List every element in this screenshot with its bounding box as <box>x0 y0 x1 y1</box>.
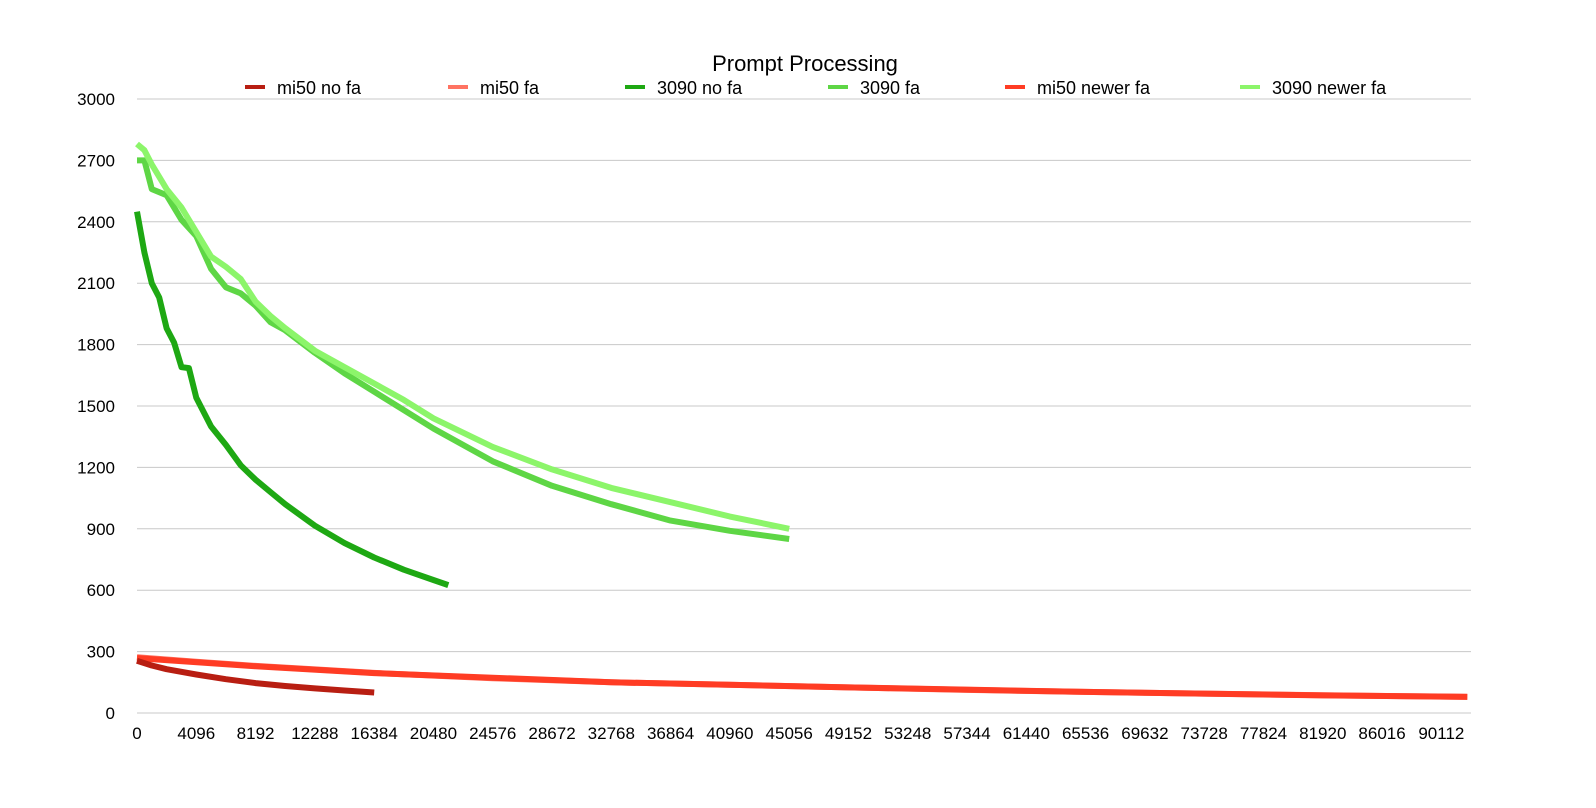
x-tick-label: 16384 <box>351 724 398 743</box>
x-tick-label: 61440 <box>1003 724 1050 743</box>
legend-label: mi50 newer fa <box>1037 78 1151 98</box>
legend: mi50 no fa mi50 fa 3090 no fa 3090 fa mi50 n… <box>245 78 1387 98</box>
y-tick-label: 2100 <box>77 274 115 293</box>
legend-item-mi50-fa: mi50 fa <box>448 78 540 98</box>
x-tick-label: 40960 <box>706 724 753 743</box>
x-tick-label: 65536 <box>1062 724 1109 743</box>
y-tick-label: 2400 <box>77 213 115 232</box>
legend-item-mi50-no-fa: mi50 no fa <box>245 78 362 98</box>
legend-item-3090-newer-fa: 3090 newer fa <box>1240 78 1387 98</box>
legend-label: 3090 no fa <box>657 78 743 98</box>
x-tick-label: 73728 <box>1181 724 1228 743</box>
series-line-3090-no-fa <box>134 211 450 588</box>
x-tick-label: 8192 <box>237 724 275 743</box>
legend-label: 3090 fa <box>860 78 921 98</box>
x-tick-label: 4096 <box>177 724 215 743</box>
y-tick-label: 900 <box>87 520 115 539</box>
legend-label: 3090 newer fa <box>1272 78 1387 98</box>
legend-label: mi50 no fa <box>277 78 362 98</box>
x-tick-label: 69632 <box>1121 724 1168 743</box>
y-tick-label: 300 <box>87 643 115 662</box>
x-tick-label: 90112 <box>1418 724 1464 743</box>
x-tick-label: 0 <box>132 724 141 743</box>
y-tick-label: 3000 <box>77 90 115 109</box>
series-line-mi50-newer-fa <box>136 655 1468 700</box>
x-tick-label: 20480 <box>410 724 457 743</box>
x-tick-label: 24576 <box>469 724 516 743</box>
x-tick-label: 28672 <box>528 724 575 743</box>
gridlines <box>137 98 1471 714</box>
legend-item-3090-fa: 3090 fa <box>828 78 921 98</box>
y-tick-label: 0 <box>106 704 115 723</box>
x-tick-label: 57344 <box>943 724 990 743</box>
chart-title: Prompt Processing <box>712 51 898 76</box>
series-line-3090-newer-fa <box>135 141 790 532</box>
y-tick-label: 1500 <box>77 397 115 416</box>
series-lines <box>134 141 1468 700</box>
y-tick-label: 2700 <box>77 151 115 170</box>
y-tick-label: 1200 <box>77 458 115 477</box>
y-tick-label: 1800 <box>77 336 115 355</box>
x-tick-label: 32768 <box>588 724 635 743</box>
x-tick-label: 45056 <box>766 724 813 743</box>
x-tick-label: 77824 <box>1240 724 1287 743</box>
legend-item-3090-no-fa: 3090 no fa <box>625 78 743 98</box>
x-tick-label: 81920 <box>1299 724 1346 743</box>
y-tick-label: 600 <box>87 581 115 600</box>
series-line-3090-fa <box>137 157 790 542</box>
x-tick-label: 12288 <box>291 724 338 743</box>
legend-item-mi50-newer-fa: mi50 newer fa <box>1005 78 1151 98</box>
x-tick-label: 53248 <box>884 724 931 743</box>
y-axis-ticks: 0 300 600 900 1200 1500 1800 2100 2400 2700 3000 <box>77 90 115 723</box>
x-tick-label: 86016 <box>1358 724 1405 743</box>
legend-label: mi50 fa <box>480 78 540 98</box>
x-tick-label: 49152 <box>825 724 872 743</box>
x-axis-ticks: 0 4096 8192 12288 16384 20480 24576 28672 32768 3… <box>132 724 1464 743</box>
series-line-mi50-no-fa <box>136 657 375 696</box>
x-tick-label: 36864 <box>647 724 694 743</box>
